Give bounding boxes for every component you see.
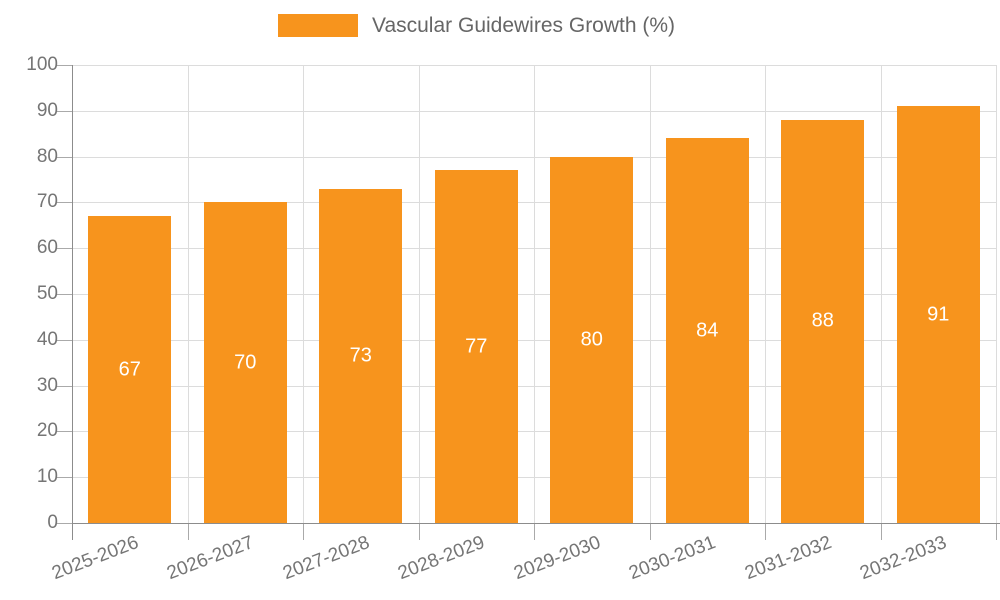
bar[interactable]: [665, 138, 749, 523]
y-axis-tick: [57, 248, 72, 250]
x-axis-tick: [765, 523, 766, 540]
bar[interactable]: [88, 216, 172, 523]
x-axis-label: 2030-2031: [626, 532, 719, 585]
bar-value-label: 67: [118, 358, 141, 381]
x-gridline: [880, 65, 882, 523]
legend-label: Vascular Guidewires Growth (%): [372, 14, 676, 37]
x-axis-tick: [880, 523, 882, 540]
legend[interactable]: Vascular Guidewires Growth (%): [278, 14, 675, 37]
x-axis-label: 2029-2030: [510, 532, 604, 585]
x-gridline: [649, 65, 651, 523]
y-axis-tick: [57, 202, 72, 204]
y-axis-tick: [57, 385, 72, 387]
y-axis-label: 50: [36, 283, 58, 304]
bar[interactable]: [781, 119, 865, 523]
y-axis-label: 30: [36, 374, 58, 396]
bar[interactable]: [550, 156, 634, 523]
y-axis-tick: [57, 156, 72, 158]
y-axis-label: 100: [26, 54, 58, 75]
bar-value-label: 73: [349, 344, 372, 367]
bar-value-label: 84: [696, 319, 719, 342]
x-axis-label: 2027-2028: [279, 532, 373, 585]
x-gridline: [765, 65, 766, 523]
x-axis-tick: [649, 523, 651, 540]
y-axis-label: 40: [36, 328, 58, 350]
y-axis-tick: [57, 477, 72, 479]
x-axis-tick: [418, 523, 420, 540]
x-gridline: [534, 65, 535, 523]
y-axis-label: 0: [47, 512, 58, 533]
x-axis-tick: [187, 523, 189, 540]
y-axis-label: 60: [36, 237, 58, 259]
x-axis-line: [72, 523, 1000, 524]
bar[interactable]: [203, 202, 287, 523]
bar[interactable]: [434, 170, 518, 523]
y-axis-line: [72, 65, 73, 540]
bar-value-label: 77: [465, 335, 488, 358]
x-axis-label: 2025-2026: [48, 532, 142, 585]
y-axis-label: 20: [36, 420, 58, 442]
x-gridline: [996, 65, 997, 523]
y-axis-label: 70: [36, 191, 58, 213]
y-axis-tick: [57, 294, 72, 295]
x-gridline: [303, 65, 304, 523]
x-axis-tick: [303, 523, 304, 540]
y-axis-tick: [57, 523, 72, 524]
x-axis-tick: [534, 523, 535, 540]
y-axis-tick: [57, 431, 72, 433]
y-axis-tick: [57, 110, 72, 112]
x-axis-tick: [996, 523, 997, 540]
y-axis-label: 10: [36, 466, 58, 488]
bar-value-label: 91: [927, 303, 950, 326]
y-axis-tick: [57, 65, 72, 66]
bar[interactable]: [319, 188, 403, 523]
y-axis-label: 80: [36, 145, 58, 167]
y-axis-label: 90: [36, 99, 58, 121]
y-axis-tick: [57, 339, 72, 341]
bar[interactable]: [896, 106, 980, 523]
bar-value-label: 70: [234, 351, 257, 374]
x-gridline: [418, 65, 420, 523]
x-axis-label: 2028-2029: [395, 532, 488, 585]
legend-swatch-icon: [278, 14, 358, 37]
bar-value-label: 88: [811, 309, 834, 332]
x-axis-label: 2026-2027: [164, 532, 257, 585]
bar-value-label: 80: [580, 328, 603, 351]
x-gridline: [187, 65, 189, 523]
x-axis-label: 2031-2032: [741, 532, 835, 585]
x-axis-label: 2032-2033: [857, 532, 950, 585]
